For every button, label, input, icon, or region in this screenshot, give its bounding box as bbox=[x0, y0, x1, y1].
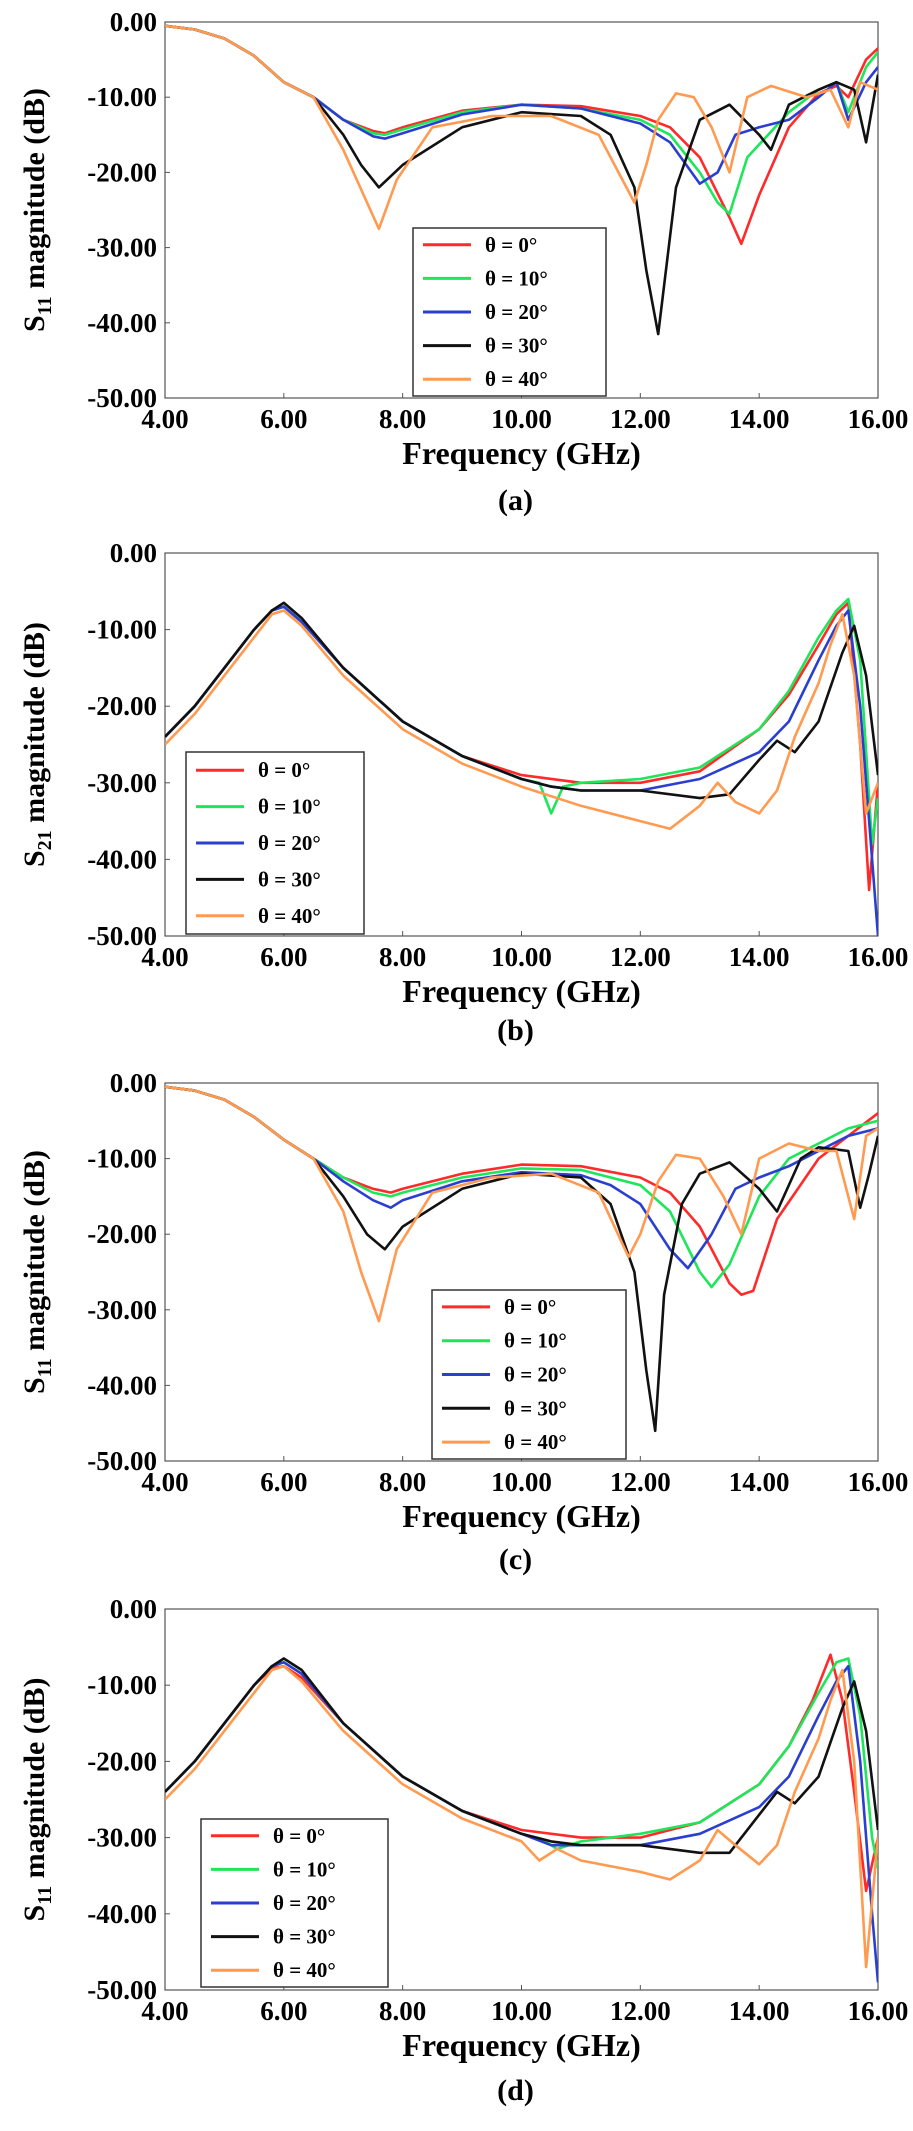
x-tick-label: 10.00 bbox=[491, 404, 552, 434]
series-line-3 bbox=[165, 1657, 878, 1855]
panel-caption: (c) bbox=[499, 1543, 532, 1576]
y-tick-label: -40.00 bbox=[87, 1899, 157, 1929]
x-tick-label: 10.00 bbox=[491, 942, 552, 972]
y-tick-label: -50.00 bbox=[87, 383, 157, 413]
legend-label: θ = 30° bbox=[258, 867, 321, 891]
panel-caption: (b) bbox=[497, 1014, 534, 1047]
x-tick-label: 6.00 bbox=[260, 1996, 307, 2026]
x-axis-label: Frequency (GHz) bbox=[402, 435, 640, 471]
legend-label: θ = 0° bbox=[273, 1824, 325, 1848]
x-tick-label: 12.00 bbox=[610, 1996, 671, 2026]
x-tick-label: 12.00 bbox=[610, 1467, 671, 1497]
x-tick-label: 6.00 bbox=[260, 1467, 307, 1497]
legend-label: θ = 10° bbox=[273, 1857, 336, 1881]
legend-label: θ = 0° bbox=[258, 758, 310, 782]
x-axis-label: Frequency (GHz) bbox=[402, 1498, 640, 1534]
x-tick-label: 16.00 bbox=[848, 1467, 909, 1497]
y-tick-label: -20.00 bbox=[87, 1219, 157, 1249]
legend-label: θ = 10° bbox=[504, 1329, 567, 1353]
legend-label: θ = 40° bbox=[273, 1958, 336, 1982]
legend: θ = 0° θ = 10° θ = 20° θ = 30° θ = 40° bbox=[431, 1289, 627, 1460]
y-tick-label: -30.00 bbox=[87, 1295, 157, 1325]
y-tick-label: 0.00 bbox=[110, 538, 157, 568]
y-tick-label: -50.00 bbox=[87, 921, 157, 951]
legend-label: θ = 20° bbox=[273, 1891, 336, 1915]
legend-label: θ = 0° bbox=[504, 1295, 556, 1319]
x-tick-label: 14.00 bbox=[729, 1996, 790, 2026]
y-tick-label: -30.00 bbox=[87, 768, 157, 798]
legend-label: θ = 10° bbox=[485, 266, 548, 290]
panel-caption: (a) bbox=[498, 484, 533, 517]
y-tick-label: -10.00 bbox=[87, 1670, 157, 1700]
y-tick-label: 0.00 bbox=[110, 1594, 157, 1624]
y-tick-label: -10.00 bbox=[87, 82, 157, 112]
x-tick-label: 4.00 bbox=[141, 404, 188, 434]
series-line-4 bbox=[165, 1085, 878, 1323]
x-tick-label: 6.00 bbox=[260, 404, 307, 434]
y-axis-label: S11 magnitude (dB) bbox=[18, 1678, 56, 1922]
series-line-4 bbox=[165, 24, 878, 231]
x-tick-label: 8.00 bbox=[379, 1996, 426, 2026]
x-tick-label: 16.00 bbox=[848, 1996, 909, 2026]
y-tick-label: -20.00 bbox=[87, 1746, 157, 1776]
chart-panel-a: 4.00 6.00 8.00 10.00 12.00 14.00 16.00 0.00 -10.… bbox=[18, 7, 908, 517]
legend: θ = 0° θ = 10° θ = 20° θ = 30° θ = 40° bbox=[200, 1818, 389, 1988]
x-tick-label: 8.00 bbox=[379, 942, 426, 972]
x-tick-label: 16.00 bbox=[848, 404, 909, 434]
x-tick-label: 12.00 bbox=[610, 404, 671, 434]
x-tick-label: 14.00 bbox=[729, 942, 790, 972]
x-axis-label: Frequency (GHz) bbox=[402, 2027, 640, 2063]
legend-label: θ = 10° bbox=[258, 795, 321, 819]
x-tick-label: 4.00 bbox=[141, 942, 188, 972]
x-tick-label: 16.00 bbox=[848, 942, 909, 972]
x-tick-label: 8.00 bbox=[379, 404, 426, 434]
y-tick-label: -20.00 bbox=[87, 691, 157, 721]
y-tick-label: -50.00 bbox=[87, 1446, 157, 1476]
x-tick-label: 10.00 bbox=[491, 1996, 552, 2026]
y-tick-label: -30.00 bbox=[87, 1823, 157, 1853]
y-tick-label: -40.00 bbox=[87, 1370, 157, 1400]
legend: θ = 0° θ = 10° θ = 20° θ = 30° θ = 40° bbox=[185, 751, 365, 935]
x-tick-label: 6.00 bbox=[260, 942, 307, 972]
chart-panel-b: 4.00 6.00 8.00 10.00 12.00 14.00 16.00 0.00 -10.… bbox=[18, 538, 908, 1047]
x-tick-label: 14.00 bbox=[729, 404, 790, 434]
x-axis-label: Frequency (GHz) bbox=[402, 973, 640, 1009]
legend-label: θ = 30° bbox=[273, 1925, 336, 1949]
chart-panel-c: 4.00 6.00 8.00 10.00 12.00 14.00 16.00 0.00 -10.… bbox=[18, 1068, 908, 1576]
y-axis-label: S11 magnitude (dB) bbox=[18, 88, 56, 332]
legend-label: θ = 30° bbox=[504, 1396, 567, 1420]
y-tick-label: -20.00 bbox=[87, 157, 157, 187]
y-tick-label: -10.00 bbox=[87, 1144, 157, 1174]
panel-caption: (d) bbox=[497, 2074, 534, 2107]
y-tick-label: -50.00 bbox=[87, 1975, 157, 2005]
y-tick-label: -30.00 bbox=[87, 233, 157, 263]
series-line-3 bbox=[165, 601, 878, 800]
y-tick-label: -40.00 bbox=[87, 308, 157, 338]
legend-label: θ = 30° bbox=[485, 334, 548, 358]
x-tick-label: 14.00 bbox=[729, 1467, 790, 1497]
x-tick-label: 8.00 bbox=[379, 1467, 426, 1497]
legend-label: θ = 0° bbox=[485, 233, 537, 257]
y-tick-label: -10.00 bbox=[87, 615, 157, 645]
x-tick-label: 4.00 bbox=[141, 1467, 188, 1497]
y-tick-label: -40.00 bbox=[87, 844, 157, 874]
legend-label: θ = 40° bbox=[504, 1430, 567, 1454]
y-axis-label: S21 magnitude (dB) bbox=[18, 622, 56, 867]
x-tick-label: 4.00 bbox=[141, 1996, 188, 2026]
legend: θ = 0° θ = 10° θ = 20° θ = 30° θ = 40° bbox=[412, 227, 607, 397]
y-tick-label: 0.00 bbox=[110, 7, 157, 37]
series-line-4 bbox=[165, 609, 878, 831]
legend-label: θ = 40° bbox=[485, 367, 548, 391]
legend-label: θ = 20° bbox=[485, 300, 548, 324]
legend-label: θ = 20° bbox=[504, 1363, 567, 1387]
y-axis-label: S11 magnitude (dB) bbox=[18, 1150, 56, 1394]
x-tick-label: 12.00 bbox=[610, 942, 671, 972]
y-tick-label: 0.00 bbox=[110, 1068, 157, 1098]
x-tick-label: 10.00 bbox=[491, 1467, 552, 1497]
chart-panel-d: 4.00 6.00 8.00 10.00 12.00 14.00 16.00 0.00 -10.… bbox=[18, 1594, 908, 2107]
series-line-4 bbox=[165, 1664, 878, 1969]
legend-label: θ = 40° bbox=[258, 904, 321, 928]
legend-label: θ = 20° bbox=[258, 831, 321, 855]
